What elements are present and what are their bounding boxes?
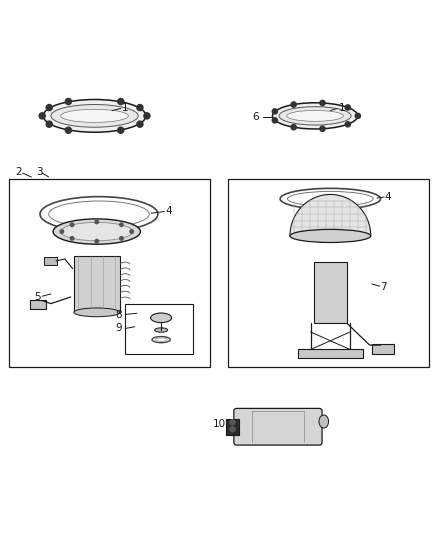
Bar	[44, 257, 57, 265]
Circle shape	[345, 105, 350, 110]
Circle shape	[95, 239, 99, 243]
Text: 2: 2	[16, 167, 22, 177]
Polygon shape	[290, 195, 371, 236]
Circle shape	[345, 122, 350, 127]
Bar	[125, 304, 193, 354]
Text: 4: 4	[166, 206, 172, 216]
Bar	[297, 349, 363, 358]
Ellipse shape	[279, 107, 351, 125]
Circle shape	[120, 223, 123, 227]
Ellipse shape	[290, 229, 371, 243]
Text: 9: 9	[115, 324, 122, 334]
Circle shape	[46, 104, 52, 111]
Ellipse shape	[151, 313, 172, 322]
Circle shape	[272, 109, 277, 114]
Bar	[314, 262, 347, 323]
Circle shape	[355, 113, 360, 118]
Circle shape	[130, 230, 134, 233]
Text: 4: 4	[384, 192, 391, 202]
Bar	[226, 419, 239, 435]
Text: 10: 10	[212, 419, 226, 429]
Text: 3: 3	[36, 167, 42, 177]
Circle shape	[95, 220, 99, 224]
Circle shape	[230, 427, 235, 432]
Text: 1: 1	[339, 102, 346, 112]
Circle shape	[320, 100, 325, 106]
Ellipse shape	[61, 109, 128, 123]
Text: 1: 1	[122, 102, 128, 112]
Circle shape	[65, 127, 71, 133]
Circle shape	[118, 127, 124, 133]
Circle shape	[230, 420, 235, 425]
Circle shape	[71, 237, 74, 240]
Bar	[30, 300, 46, 309]
Circle shape	[120, 237, 123, 240]
Circle shape	[272, 118, 277, 123]
Text: 6: 6	[253, 112, 259, 122]
Ellipse shape	[74, 308, 120, 317]
Text: 7: 7	[380, 282, 386, 292]
Bar	[74, 256, 120, 312]
Circle shape	[118, 99, 124, 104]
Bar	[372, 344, 394, 354]
Ellipse shape	[287, 110, 343, 122]
Circle shape	[291, 125, 296, 130]
Circle shape	[291, 102, 296, 107]
Circle shape	[144, 113, 150, 119]
Circle shape	[39, 113, 45, 119]
FancyBboxPatch shape	[234, 408, 322, 445]
Circle shape	[320, 126, 325, 132]
Circle shape	[60, 230, 64, 233]
Circle shape	[71, 223, 74, 227]
Ellipse shape	[51, 104, 138, 127]
Bar	[10, 179, 210, 367]
Circle shape	[137, 121, 143, 127]
Ellipse shape	[53, 219, 141, 244]
Ellipse shape	[155, 328, 168, 332]
Circle shape	[137, 104, 143, 111]
Text: 8: 8	[115, 310, 122, 319]
Circle shape	[65, 99, 71, 104]
Bar	[228, 179, 428, 367]
Circle shape	[46, 121, 52, 127]
Ellipse shape	[319, 415, 328, 428]
Ellipse shape	[61, 222, 133, 241]
Ellipse shape	[43, 100, 146, 132]
Text: 5: 5	[35, 292, 41, 302]
Ellipse shape	[272, 103, 357, 129]
